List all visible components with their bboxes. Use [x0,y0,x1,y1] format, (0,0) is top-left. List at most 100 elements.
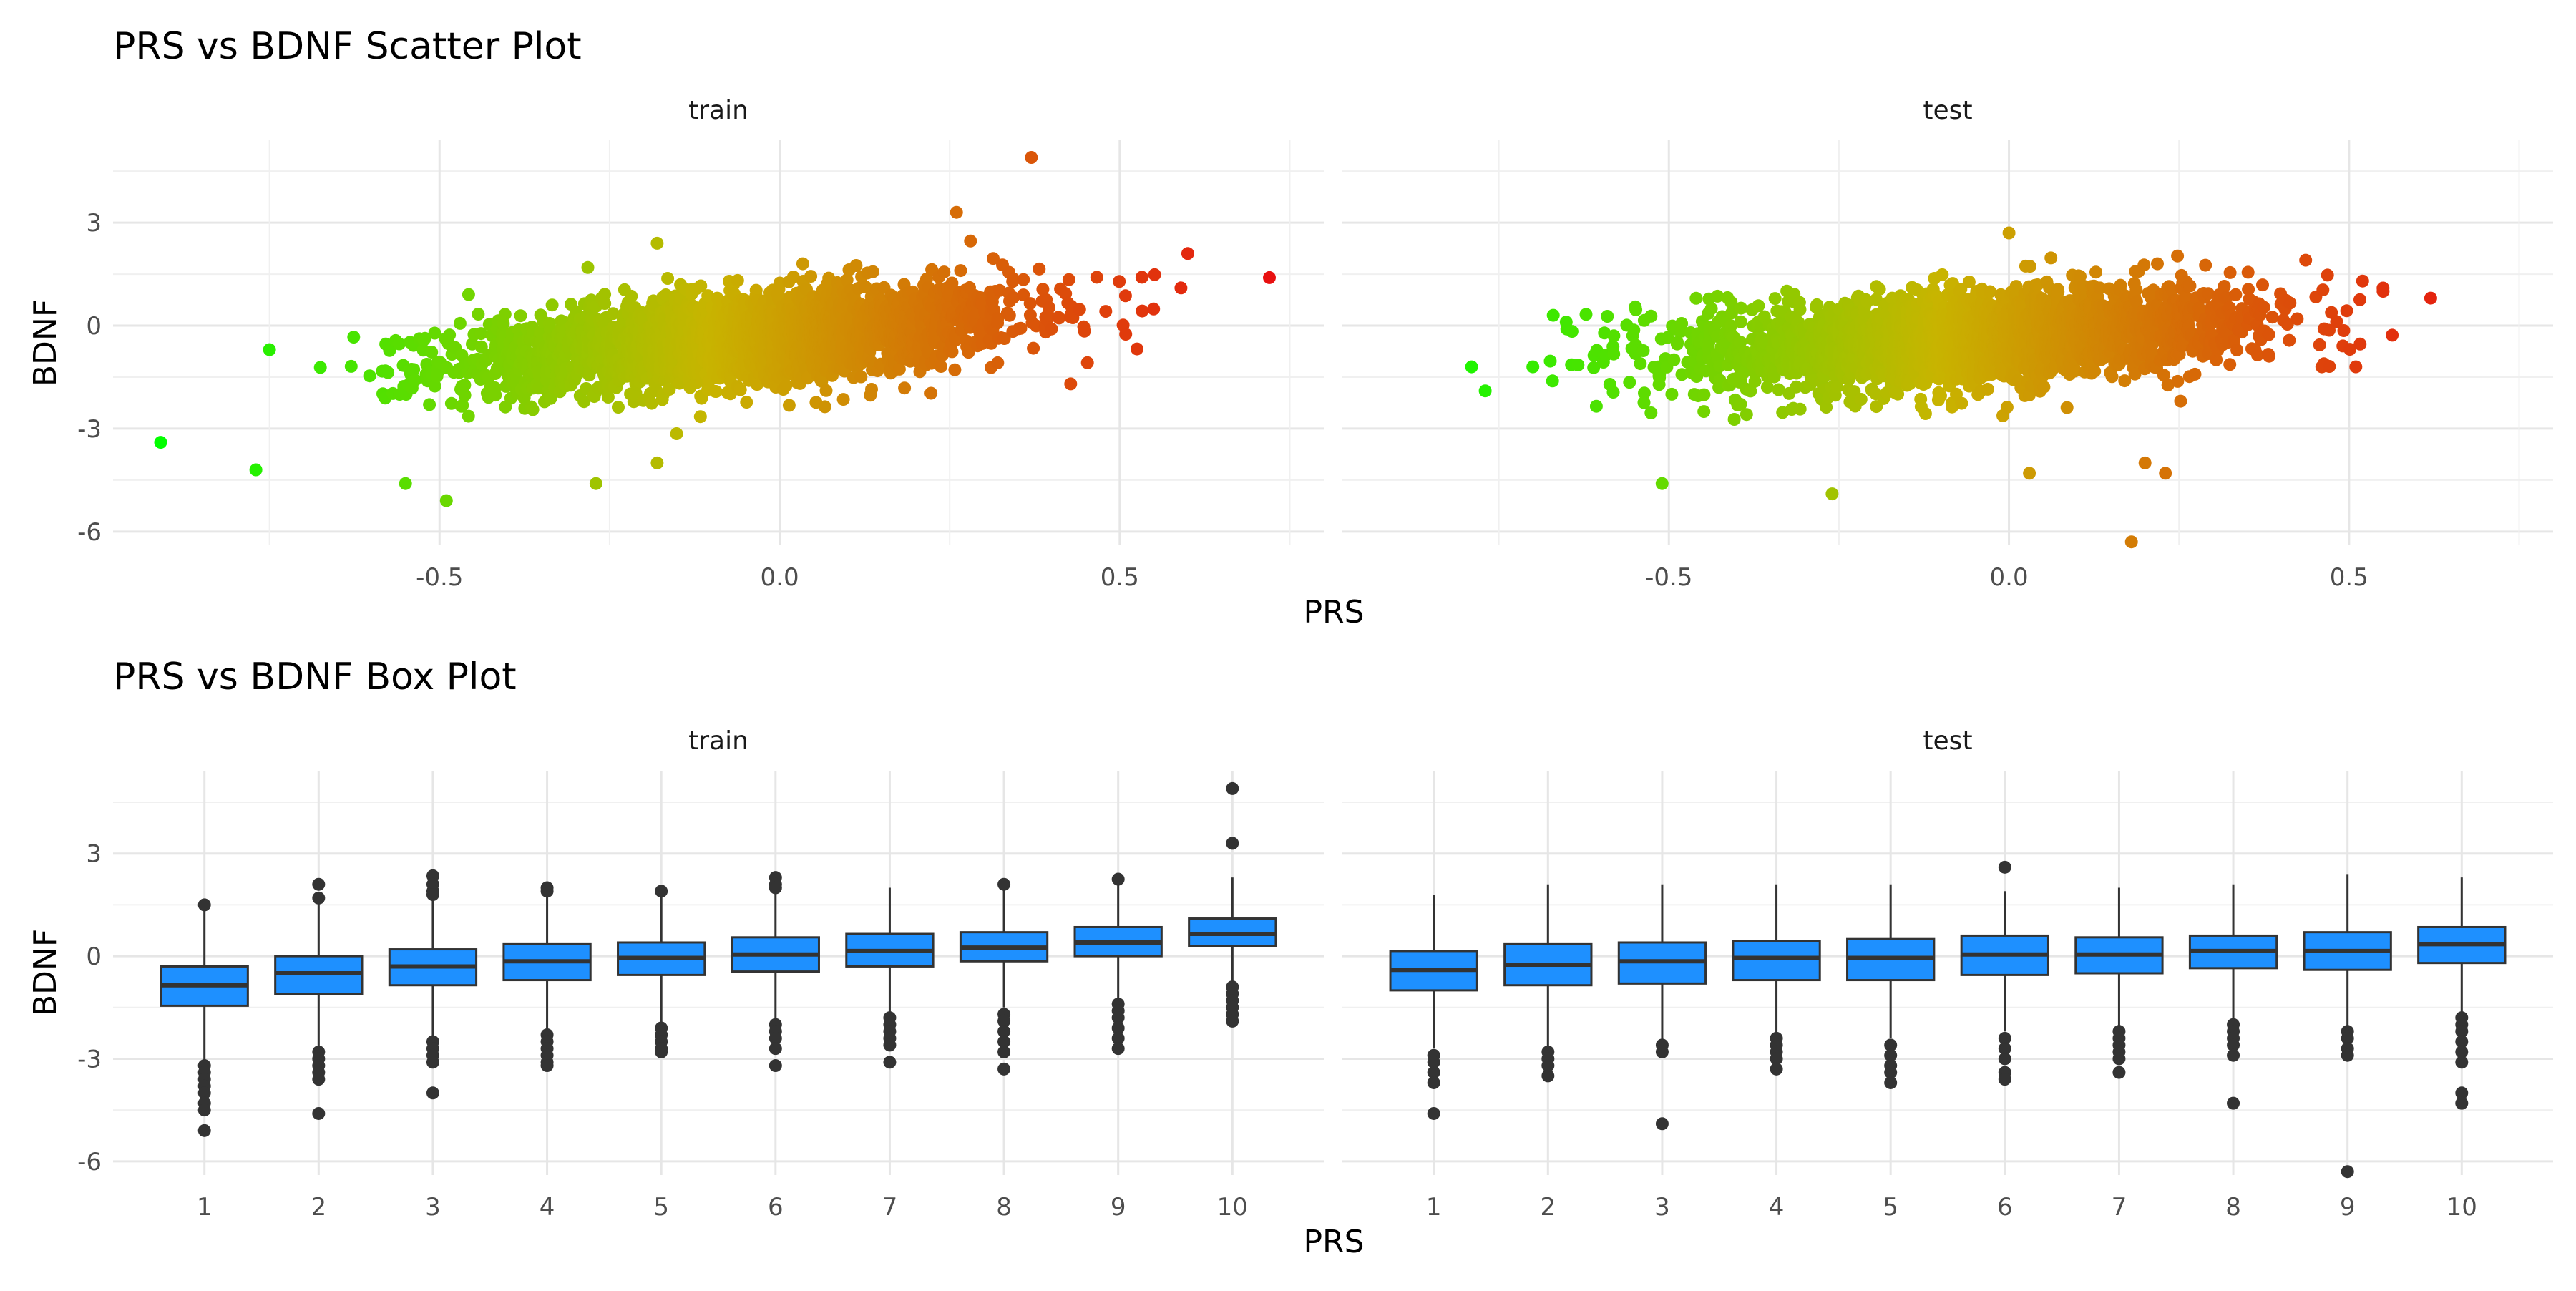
scatter-point [314,361,327,374]
scatter-point [1675,317,1688,330]
scatter-point [1697,405,1710,418]
scatter-point [2001,401,2014,414]
scatter-point [1984,286,1996,298]
scatter-point [1638,386,1651,399]
scatter-point [2044,251,2057,264]
scatter-point [731,274,744,287]
scatter-point [1936,268,1948,281]
scatter-point [1136,305,1148,318]
scatter-point [1919,407,1932,420]
scatter-point [443,328,456,341]
scatter-point [694,410,707,423]
scatter-point [1027,342,1040,355]
scatter-point [2137,258,2150,271]
scatter-point [1667,354,1680,366]
scatter-point [1571,359,1584,371]
scatter-point [1627,323,1640,336]
scatter-point [1119,328,1132,341]
scatter-point [1479,384,1492,397]
scatter-point [2003,227,2016,240]
scatter-point [1181,247,1194,260]
scatter-point [950,206,963,219]
scatter-point [650,237,663,250]
scatter-point [598,297,611,310]
scatter-facet-label-train: train [688,96,748,125]
scatter-point [1955,397,1968,410]
scatter-title: PRS vs BDNF Scatter Plot [113,25,582,68]
scatter-point [250,464,263,477]
scatter-point [347,331,360,344]
scatter-point [489,389,502,401]
scatter-point [1081,356,1094,369]
scatter-point [946,345,959,358]
scatter-point [650,457,663,469]
scatter-point [783,399,796,411]
x-tick-label: 0.0 [1990,563,2029,592]
scatter-point [1728,413,1741,426]
scatter-point [1148,268,1161,281]
scatter-point [1644,406,1657,419]
scatter-point [820,384,833,397]
scatter-point [462,410,475,423]
scatter-facet-label-test: test [1923,96,1972,125]
scatter-point [1623,376,1636,389]
scatter-point [2125,535,2138,548]
scatter-point [1064,377,1077,390]
scatter-point [1033,263,1045,276]
scatter-point [1981,383,1994,396]
scatter-point [1263,271,1276,284]
scatter-point [1566,325,1579,338]
scatter-point [1003,309,1016,322]
scatter-point [1644,310,1657,323]
scatter-point [625,290,638,303]
scatter-point [854,371,867,384]
scatter-point [582,261,595,274]
scatter-point [1697,389,1710,401]
scatter-point [1735,302,1747,315]
scatter-point [1017,273,1030,286]
x-tick-label: -0.5 [1645,563,1692,592]
scatter-point [527,403,540,416]
scatter-point [409,374,421,386]
scatter-point [155,436,167,449]
scatter-point [2139,457,2152,469]
scatter-point [670,427,683,440]
scatter-point [590,477,602,490]
scatter-point [1465,361,1478,374]
scatter-point [1601,310,1614,323]
scatter-point [1934,389,1947,402]
scatter-point [1752,299,1765,312]
scatter-point [2024,260,2036,273]
scatter-point [1873,283,1886,296]
scatter-point [1136,271,1148,283]
scatter-point [1119,289,1132,302]
scatter-point [1091,271,1103,283]
scatter-point [399,477,412,490]
scatter-point [1689,292,1702,305]
scatter-point [1794,303,1807,316]
scatter-point [1607,329,1620,342]
scatter-point [454,317,467,330]
scatter-point [1043,301,1055,314]
scatter-point [472,308,484,321]
scatter-point [849,259,862,272]
scatter-point [1113,275,1126,288]
scatter-point [1705,302,1718,315]
y-tick-label: -6 [77,518,102,547]
scatter-point [381,366,394,379]
scatter-point [546,298,559,311]
scatter-point [1855,393,1868,406]
scatter-point [1735,316,1747,328]
scatter-point [499,308,512,321]
scatter-point [1794,403,1807,416]
scatter-point [935,360,947,373]
scatter-point [2106,370,2119,383]
scatter-point [1099,305,1112,318]
scatter-point [1024,297,1037,310]
scatter-point [2051,286,2064,298]
scatter-point [1147,303,1160,316]
scatter-point [948,364,961,376]
x-tick-label: 0.5 [1101,563,1139,592]
scatter-point [804,270,817,283]
